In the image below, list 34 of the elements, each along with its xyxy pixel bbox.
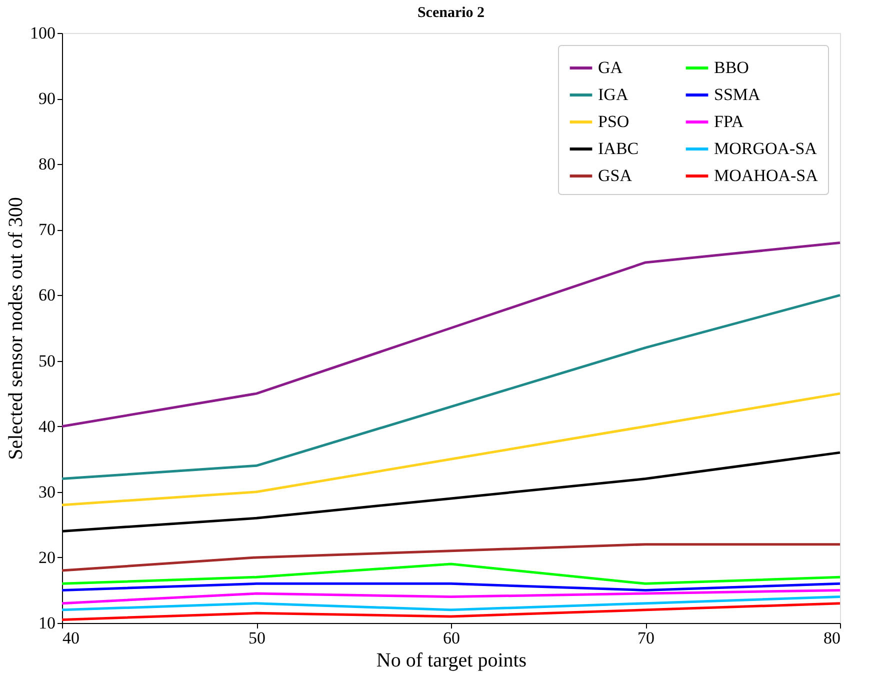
y-tick-label: 10 — [38, 614, 56, 632]
y-axis-title: Selected sensor nodes out of 300 — [5, 197, 27, 460]
legend-label: PSO — [598, 112, 630, 131]
y-tick-label: 40 — [38, 416, 56, 436]
line-series — [60, 602, 842, 621]
y-tick-label: 60 — [38, 286, 56, 305]
line-series — [60, 543, 842, 572]
legend-label: IGA — [598, 85, 629, 104]
x-tick-label: 80 — [824, 628, 840, 648]
y-tick-label: 30 — [38, 482, 56, 502]
legend-label: SSMA — [714, 85, 762, 104]
x-tick-label: 60 — [443, 628, 460, 648]
x-tick-label: 40 — [62, 628, 80, 648]
y-tick-label: 50 — [38, 351, 56, 370]
y-tick-label: 20 — [38, 548, 56, 567]
x-tick-label: 50 — [248, 628, 266, 648]
x-axis-title: No of target points — [376, 650, 527, 672]
y-tick-label: 70 — [38, 220, 56, 240]
line-series — [60, 588, 842, 605]
y-tick-label: 80 — [38, 154, 56, 174]
chart-title: Scenario 2 — [417, 5, 485, 21]
legend-label: FPA — [714, 112, 744, 131]
y-tick-label: 90 — [38, 89, 56, 108]
y-tick-label: 100 — [30, 24, 56, 42]
line-series — [60, 242, 842, 428]
legend-label: IABC — [598, 139, 639, 158]
x-tick-label: 70 — [638, 628, 654, 648]
line-series — [60, 392, 842, 506]
legend-label: MOAHOA-SA — [714, 166, 819, 185]
line-series — [60, 294, 842, 480]
legend-label: GSA — [598, 166, 633, 185]
legend-label: GA — [598, 58, 624, 77]
legend-label: MORGOA-SA — [714, 139, 818, 158]
legend-label: BBO — [714, 58, 749, 77]
